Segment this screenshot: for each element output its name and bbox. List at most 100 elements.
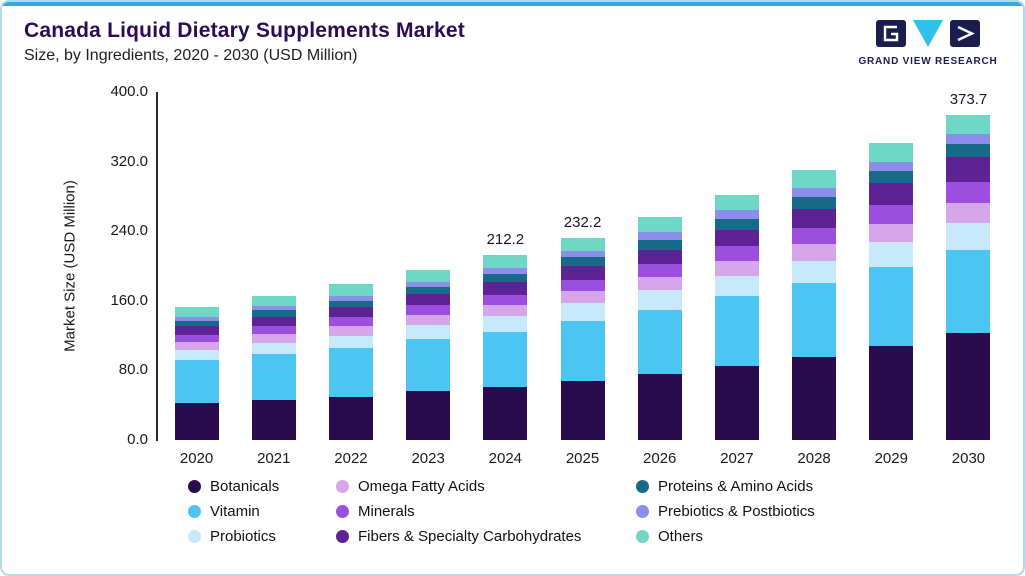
bar-segment-prebiotics-postbiotics (174, 316, 219, 321)
bar-segment-prebiotics-postbiotics (483, 267, 528, 274)
header: Canada Liquid Dietary Supplements Market… (2, 6, 1023, 78)
bar-segment-omega-fatty-acids (251, 333, 296, 343)
bar-segment-vitamin (714, 296, 759, 367)
y-tick-label: 320.0 (110, 152, 148, 170)
bar-segment-vitamin (869, 266, 914, 347)
bar-segment-omega-fatty-acids (714, 260, 759, 276)
bar-segment-proteins-amino-acids (560, 257, 605, 267)
bar-value-label: 232.2 (563, 214, 602, 231)
bar-value-label: 212.2 (486, 231, 525, 249)
bar-segment-probiotics (637, 290, 682, 310)
bar-segment-prebiotics-postbiotics (946, 133, 991, 145)
x-tick-label: 2027 (720, 450, 754, 467)
bar-segment-proteins-amino-acids (714, 219, 759, 230)
legend-item-proteins-amino-acids: Proteins & Amino Acids (636, 478, 1023, 495)
bar-segment-others (483, 255, 528, 268)
legend-label: Fibers & Specialty Carbohydrates (358, 528, 582, 545)
bar-segment-vitamin (946, 250, 991, 333)
bar-segment-others (328, 284, 373, 296)
legend-label: Botanicals (210, 478, 280, 495)
x-tick-label: 2022 (334, 450, 368, 467)
legend-swatch-icon (336, 530, 349, 543)
bar-segment-botanicals (560, 380, 605, 440)
x-tick-label: 2024 (488, 450, 523, 467)
bar-segment-probiotics (869, 241, 914, 267)
bar-segment-prebiotics-postbiotics (637, 232, 682, 240)
x-tick-label: 2030 (951, 450, 986, 467)
legend-item-probiotics: Probiotics (188, 528, 336, 545)
grand-view-research-logo: GRAND VIEW RESEARCH (855, 20, 1001, 67)
bar-2023: 2023 (390, 92, 467, 467)
bar-segment-omega-fatty-acids (560, 291, 605, 304)
bar-segment-vitamin (174, 359, 219, 404)
gvr-logo-icon (876, 20, 980, 47)
bar-segment-vitamin (792, 283, 837, 358)
bar-segment-vitamin (637, 309, 682, 374)
bar-segment-minerals (637, 264, 682, 278)
stacked-bar (946, 114, 991, 440)
bar-segment-fibers-specialty-carbohydrates (483, 281, 528, 295)
bar-value-label: 373.7 (949, 90, 988, 108)
logo-text: GRAND VIEW RESEARCH (858, 56, 998, 67)
bar-segment-others (869, 143, 914, 162)
bar-segment-probiotics (174, 349, 219, 360)
bar-segment-minerals (792, 227, 837, 245)
legend-item-prebiotics-postbiotics: Prebiotics & Postbiotics (636, 503, 1023, 520)
legend-label: Minerals (358, 503, 415, 520)
bar-2029: 2029 (853, 92, 930, 467)
y-tick-label: 400.0 (110, 83, 148, 100)
y-axis-line (156, 92, 158, 441)
y-tick-label: 0.0 (127, 431, 148, 448)
bar-segment-minerals (251, 326, 296, 334)
x-tick-label: 2026 (643, 450, 677, 467)
plot-area: 2020 2021 2022 2023 212.2 2024 232.2 2025 2026 20… (158, 90, 1007, 467)
bar-segment-proteins-amino-acids (792, 197, 837, 209)
bar-segment-others (714, 194, 759, 211)
legend-label: Others (658, 528, 704, 545)
stacked-bar (869, 143, 914, 440)
bar-segment-botanicals (637, 373, 682, 440)
y-axis-ticks: 0.0 80.0 160.0 240.0 320.0 400.0 (88, 83, 148, 448)
bar-2030: 373.7 2030 (930, 90, 1007, 467)
bar-segment-others (792, 170, 837, 188)
bar-segment-prebiotics-postbiotics (869, 161, 914, 172)
stacked-bar (560, 238, 605, 440)
legend-label: Probiotics (210, 528, 276, 545)
bar-segment-others (174, 306, 219, 317)
legend-swatch-icon (188, 505, 201, 518)
bar-segment-vitamin (483, 332, 528, 387)
x-tick-label: 2021 (257, 450, 291, 467)
bar-segment-others (946, 114, 991, 134)
bar-segment-omega-fatty-acids (174, 341, 219, 350)
bar-segment-fibers-specialty-carbohydrates (406, 293, 451, 306)
legend-label: Omega Fatty Acids (358, 478, 485, 495)
legend-item-minerals: Minerals (336, 503, 636, 520)
bar-segment-fibers-specialty-carbohydrates (637, 249, 682, 265)
y-tick-label: 80.0 (118, 361, 148, 379)
legend-swatch-icon (636, 530, 649, 543)
legend-swatch-icon (636, 480, 649, 493)
x-tick-label: 2029 (874, 450, 908, 467)
bar-segment-others (406, 269, 451, 282)
stacked-bar (328, 284, 373, 440)
bar-2026: 2026 (621, 92, 698, 467)
bar-segment-fibers-specialty-carbohydrates (792, 208, 837, 228)
legend-label: Proteins & Amino Acids (658, 478, 814, 495)
bar-segment-botanicals (869, 346, 914, 440)
bar-segment-minerals (714, 246, 759, 261)
bar-segment-proteins-amino-acids (328, 300, 373, 307)
bar-segment-botanicals (328, 396, 373, 440)
bar-segment-omega-fatty-acids (406, 314, 451, 326)
bar-segment-fibers-specialty-carbohydrates (869, 183, 914, 206)
bar-segment-probiotics (328, 335, 373, 348)
bar-segment-proteins-amino-acids (946, 144, 991, 158)
bar-segment-minerals (328, 317, 373, 327)
legend-swatch-icon (188, 530, 201, 543)
legend: Botanicals Vitamin Probiotics Omega Fatty A… (188, 474, 1023, 549)
bar-segment-botanicals (483, 386, 528, 440)
bar-2021: 2021 (235, 92, 312, 467)
y-tick-label: 160.0 (110, 291, 148, 309)
bar-segment-probiotics (946, 222, 991, 251)
bar-segment-fibers-specialty-carbohydrates (714, 229, 759, 247)
